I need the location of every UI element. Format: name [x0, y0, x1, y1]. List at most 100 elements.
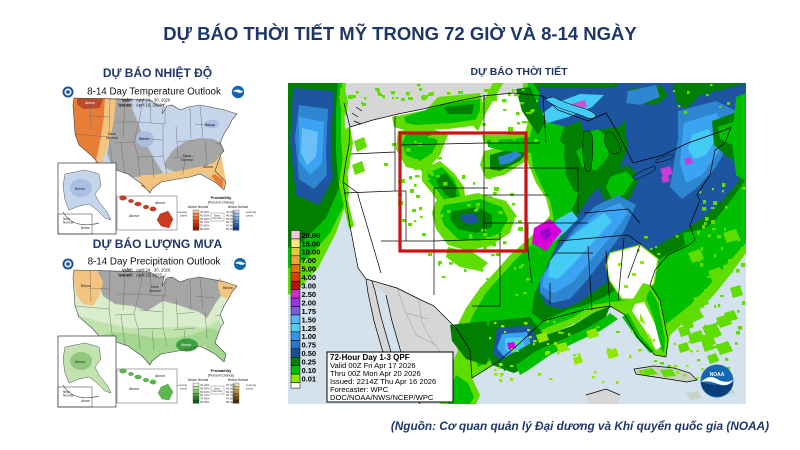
- svg-text:Below Normal: Below Normal: [228, 378, 248, 382]
- svg-text:70-80%: 70-80%: [200, 224, 210, 228]
- svg-text:50-60%: 50-60%: [200, 217, 210, 221]
- svg-text:Near: Near: [63, 217, 71, 221]
- svg-text:60-70%: 60-70%: [226, 393, 236, 397]
- svg-text:Normal: Normal: [212, 389, 221, 393]
- svg-text:NOAA: NOAA: [710, 372, 725, 378]
- svg-text:33-40%: 33-40%: [226, 383, 236, 387]
- svg-text:0.25: 0.25: [302, 358, 317, 367]
- svg-text:1.25: 1.25: [302, 324, 317, 333]
- svg-text:Normal: Normal: [63, 221, 74, 225]
- svg-text:2.00: 2.00: [302, 298, 317, 307]
- svg-text:Likely: Likely: [180, 386, 188, 390]
- svg-text:Above: Above: [203, 165, 213, 169]
- svg-text:Above: Above: [75, 360, 85, 364]
- svg-text:33-40%: 33-40%: [200, 383, 210, 387]
- svg-text:60-70%: 60-70%: [226, 220, 236, 224]
- svg-text:Likely: Likely: [246, 213, 254, 217]
- svg-text:Near: Near: [214, 214, 220, 218]
- svg-text:20.00: 20.00: [302, 231, 321, 240]
- svg-text:Probability: Probability: [211, 368, 232, 373]
- svg-text:Issued:: Issued:: [118, 273, 133, 278]
- svg-text:7.00: 7.00: [302, 256, 317, 265]
- svg-text:Valid:: Valid:: [122, 98, 133, 103]
- svg-text:2.50: 2.50: [302, 290, 317, 299]
- svg-text:40-50%: 40-50%: [226, 213, 236, 217]
- svg-text:8-14 Day Temperature Outlook: 8-14 Day Temperature Outlook: [87, 87, 221, 98]
- svg-text:Near: Near: [183, 154, 192, 158]
- svg-text:Above: Above: [81, 399, 90, 403]
- svg-text:80-90%: 80-90%: [200, 227, 210, 231]
- svg-text:DOC/NOAA/NWS/NCEP/WPC: DOC/NOAA/NWS/NCEP/WPC: [330, 393, 434, 402]
- svg-text:Normal: Normal: [181, 158, 193, 162]
- svg-text:Valid:: Valid:: [122, 268, 133, 273]
- svg-text:40-50%: 40-50%: [200, 386, 210, 390]
- svg-text:Above: Above: [181, 343, 191, 347]
- svg-text:Below: Below: [205, 123, 215, 127]
- svg-text:50-60%: 50-60%: [226, 217, 236, 221]
- svg-text:50-60%: 50-60%: [226, 390, 236, 394]
- svg-text:Forecaster: WPC: Forecaster: WPC: [330, 385, 389, 394]
- svg-text:Issued: 2214Z Thu Apr 16 2026: Issued: 2214Z Thu Apr 16 2026: [330, 377, 436, 386]
- svg-text:5.00: 5.00: [302, 265, 317, 274]
- svg-text:1.50: 1.50: [302, 315, 317, 324]
- svg-text:33-40%: 33-40%: [200, 210, 210, 214]
- svg-text:Below: Below: [81, 226, 90, 230]
- svg-text:Thru 00Z Mon Apr 20 2026: Thru 00Z Mon Apr 20 2026: [330, 369, 421, 378]
- svg-text:Above: Above: [129, 214, 139, 218]
- svg-text:1.00: 1.00: [302, 332, 317, 341]
- svg-text:70-80%: 70-80%: [226, 224, 236, 228]
- svg-text:70-80%: 70-80%: [226, 397, 236, 401]
- svg-text:Leaning: Leaning: [246, 210, 256, 214]
- svg-text:60-70%: 60-70%: [200, 220, 210, 224]
- svg-text:40-50%: 40-50%: [200, 213, 210, 217]
- svg-text:April 24 - 30, 2026: April 24 - 30, 2026: [136, 268, 171, 273]
- svg-text:80-90%: 80-90%: [200, 400, 210, 404]
- svg-text:1.75: 1.75: [302, 307, 317, 316]
- svg-text:Above: Above: [85, 101, 95, 105]
- svg-text:Normal: Normal: [106, 136, 118, 140]
- svg-text:April 16, 2026: April 16, 2026: [136, 103, 163, 108]
- svg-text:Below: Below: [223, 286, 233, 290]
- svg-text:33-40%: 33-40%: [226, 210, 236, 214]
- svg-text:0.75: 0.75: [302, 341, 317, 350]
- svg-text:8-14 Day Precipitation Outlook: 8-14 Day Precipitation Outlook: [88, 257, 221, 268]
- svg-text:April 16, 2026: April 16, 2026: [136, 273, 163, 278]
- svg-text:Above Normal: Above Normal: [188, 378, 208, 382]
- svg-text:Above Normal: Above Normal: [188, 205, 208, 209]
- svg-text:Normal: Normal: [63, 394, 74, 398]
- svg-text:80-90%: 80-90%: [226, 400, 236, 404]
- svg-text:80-90%: 80-90%: [226, 227, 236, 231]
- svg-text:0.50: 0.50: [302, 349, 317, 358]
- svg-text:0.01: 0.01: [302, 374, 317, 383]
- svg-text:Below: Below: [75, 187, 85, 191]
- svg-text:April 24 - 30, 2026: April 24 - 30, 2026: [136, 98, 171, 103]
- svg-text:Near: Near: [108, 132, 117, 136]
- svg-text:Leaning: Leaning: [177, 210, 187, 214]
- svg-text:70-80%: 70-80%: [200, 397, 210, 401]
- svg-text:3.00: 3.00: [302, 282, 317, 291]
- svg-text:Issued:: Issued:: [118, 103, 133, 108]
- svg-text:0.10: 0.10: [302, 366, 317, 375]
- svg-text:Likely: Likely: [180, 213, 188, 217]
- svg-text:50-60%: 50-60%: [200, 390, 210, 394]
- svg-text:60-70%: 60-70%: [200, 393, 210, 397]
- svg-text:Near: Near: [214, 387, 220, 391]
- svg-text:72-Hour Day 1-3 QPF: 72-Hour Day 1-3 QPF: [330, 353, 410, 362]
- svg-text:Below: Below: [139, 137, 149, 141]
- svg-text:Normal: Normal: [149, 289, 161, 293]
- svg-text:Likely: Likely: [246, 386, 254, 390]
- svg-text:Valid 00Z Fri Apr 17 2026: Valid 00Z Fri Apr 17 2026: [330, 361, 416, 370]
- svg-text:Near: Near: [63, 390, 71, 394]
- svg-text:(Percent Chance): (Percent Chance): [208, 374, 235, 378]
- svg-text:Below: Below: [81, 284, 91, 288]
- svg-text:40-50%: 40-50%: [226, 386, 236, 390]
- svg-text:Leaning: Leaning: [246, 383, 256, 387]
- svg-text:Normal: Normal: [212, 216, 221, 220]
- svg-text:Below Normal: Below Normal: [228, 205, 248, 209]
- svg-text:Leaning: Leaning: [177, 383, 187, 387]
- svg-text:Probability: Probability: [211, 195, 232, 200]
- svg-text:Above: Above: [155, 201, 165, 205]
- svg-text:Above: Above: [129, 387, 139, 391]
- svg-text:Near: Near: [151, 285, 160, 289]
- svg-text:10.00: 10.00: [302, 248, 321, 257]
